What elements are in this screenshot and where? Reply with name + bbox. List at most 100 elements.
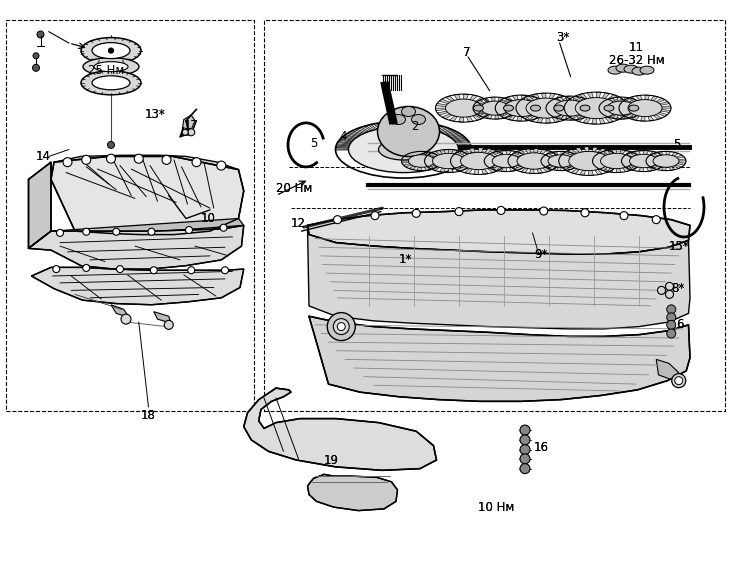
Polygon shape — [614, 113, 626, 117]
Circle shape — [658, 286, 665, 294]
Polygon shape — [404, 164, 411, 167]
Polygon shape — [552, 117, 560, 122]
Polygon shape — [653, 166, 660, 170]
Polygon shape — [579, 94, 587, 99]
Polygon shape — [660, 102, 670, 105]
Polygon shape — [406, 154, 413, 157]
Circle shape — [188, 129, 195, 136]
Polygon shape — [679, 159, 686, 161]
Polygon shape — [499, 99, 508, 104]
Polygon shape — [545, 154, 553, 157]
Polygon shape — [678, 162, 686, 165]
Circle shape — [56, 229, 64, 236]
Polygon shape — [676, 155, 684, 158]
Polygon shape — [519, 99, 530, 104]
Polygon shape — [444, 150, 448, 154]
Polygon shape — [358, 127, 369, 132]
Text: 1*: 1* — [399, 254, 412, 266]
Polygon shape — [427, 152, 434, 156]
Polygon shape — [534, 112, 544, 117]
Text: 12: 12 — [291, 217, 306, 229]
Polygon shape — [575, 147, 583, 152]
Polygon shape — [631, 112, 639, 116]
Text: 13*: 13* — [145, 109, 166, 121]
Ellipse shape — [433, 154, 464, 168]
Polygon shape — [451, 156, 461, 159]
Circle shape — [540, 207, 548, 215]
Polygon shape — [446, 96, 454, 101]
Polygon shape — [453, 137, 466, 140]
Circle shape — [192, 158, 201, 167]
Ellipse shape — [504, 99, 538, 117]
Text: 26-32 Нм: 26-32 Нм — [609, 54, 664, 67]
Polygon shape — [505, 97, 513, 102]
Polygon shape — [454, 152, 465, 156]
Polygon shape — [442, 129, 453, 133]
Polygon shape — [608, 95, 617, 100]
Polygon shape — [662, 167, 666, 171]
Ellipse shape — [548, 155, 574, 167]
Polygon shape — [412, 121, 417, 127]
Polygon shape — [524, 116, 530, 121]
Polygon shape — [640, 117, 645, 121]
Text: 19: 19 — [324, 454, 339, 466]
Polygon shape — [51, 156, 244, 235]
Polygon shape — [632, 163, 640, 166]
Polygon shape — [433, 162, 441, 165]
Polygon shape — [617, 106, 628, 108]
Polygon shape — [472, 115, 482, 120]
Polygon shape — [51, 218, 244, 239]
Polygon shape — [364, 126, 373, 131]
Ellipse shape — [481, 101, 509, 115]
Polygon shape — [487, 164, 495, 167]
Polygon shape — [448, 133, 460, 137]
Circle shape — [667, 305, 676, 314]
Polygon shape — [522, 114, 532, 118]
Polygon shape — [457, 167, 467, 171]
Ellipse shape — [624, 65, 638, 73]
Polygon shape — [599, 104, 608, 107]
Polygon shape — [430, 125, 439, 130]
Circle shape — [620, 212, 628, 220]
Polygon shape — [626, 114, 633, 118]
Text: 19: 19 — [324, 454, 339, 466]
Polygon shape — [517, 117, 521, 121]
Polygon shape — [470, 95, 478, 100]
Polygon shape — [431, 166, 439, 171]
Circle shape — [652, 216, 660, 224]
Circle shape — [220, 224, 227, 231]
Polygon shape — [484, 156, 494, 159]
Polygon shape — [422, 122, 428, 128]
Polygon shape — [516, 108, 526, 110]
Polygon shape — [479, 101, 490, 105]
Text: 4: 4 — [339, 131, 346, 143]
Polygon shape — [615, 101, 627, 105]
Polygon shape — [608, 163, 619, 166]
Polygon shape — [437, 111, 448, 115]
Polygon shape — [628, 165, 637, 169]
Polygon shape — [555, 95, 564, 100]
Polygon shape — [661, 110, 670, 113]
Ellipse shape — [607, 101, 635, 115]
Polygon shape — [571, 169, 580, 174]
Circle shape — [162, 155, 171, 164]
Polygon shape — [477, 113, 488, 117]
Polygon shape — [430, 165, 437, 168]
Text: 7: 7 — [463, 47, 470, 59]
Polygon shape — [385, 122, 391, 127]
Polygon shape — [583, 118, 590, 124]
Polygon shape — [650, 154, 658, 157]
Text: 7: 7 — [463, 47, 470, 59]
Polygon shape — [484, 161, 493, 163]
Ellipse shape — [401, 106, 416, 117]
Polygon shape — [565, 110, 576, 113]
Circle shape — [63, 158, 72, 167]
Polygon shape — [458, 151, 466, 156]
Circle shape — [148, 228, 155, 235]
Polygon shape — [662, 106, 671, 108]
Polygon shape — [452, 150, 458, 154]
Polygon shape — [545, 151, 554, 156]
Polygon shape — [154, 312, 171, 323]
Polygon shape — [474, 170, 478, 174]
Polygon shape — [496, 104, 506, 106]
